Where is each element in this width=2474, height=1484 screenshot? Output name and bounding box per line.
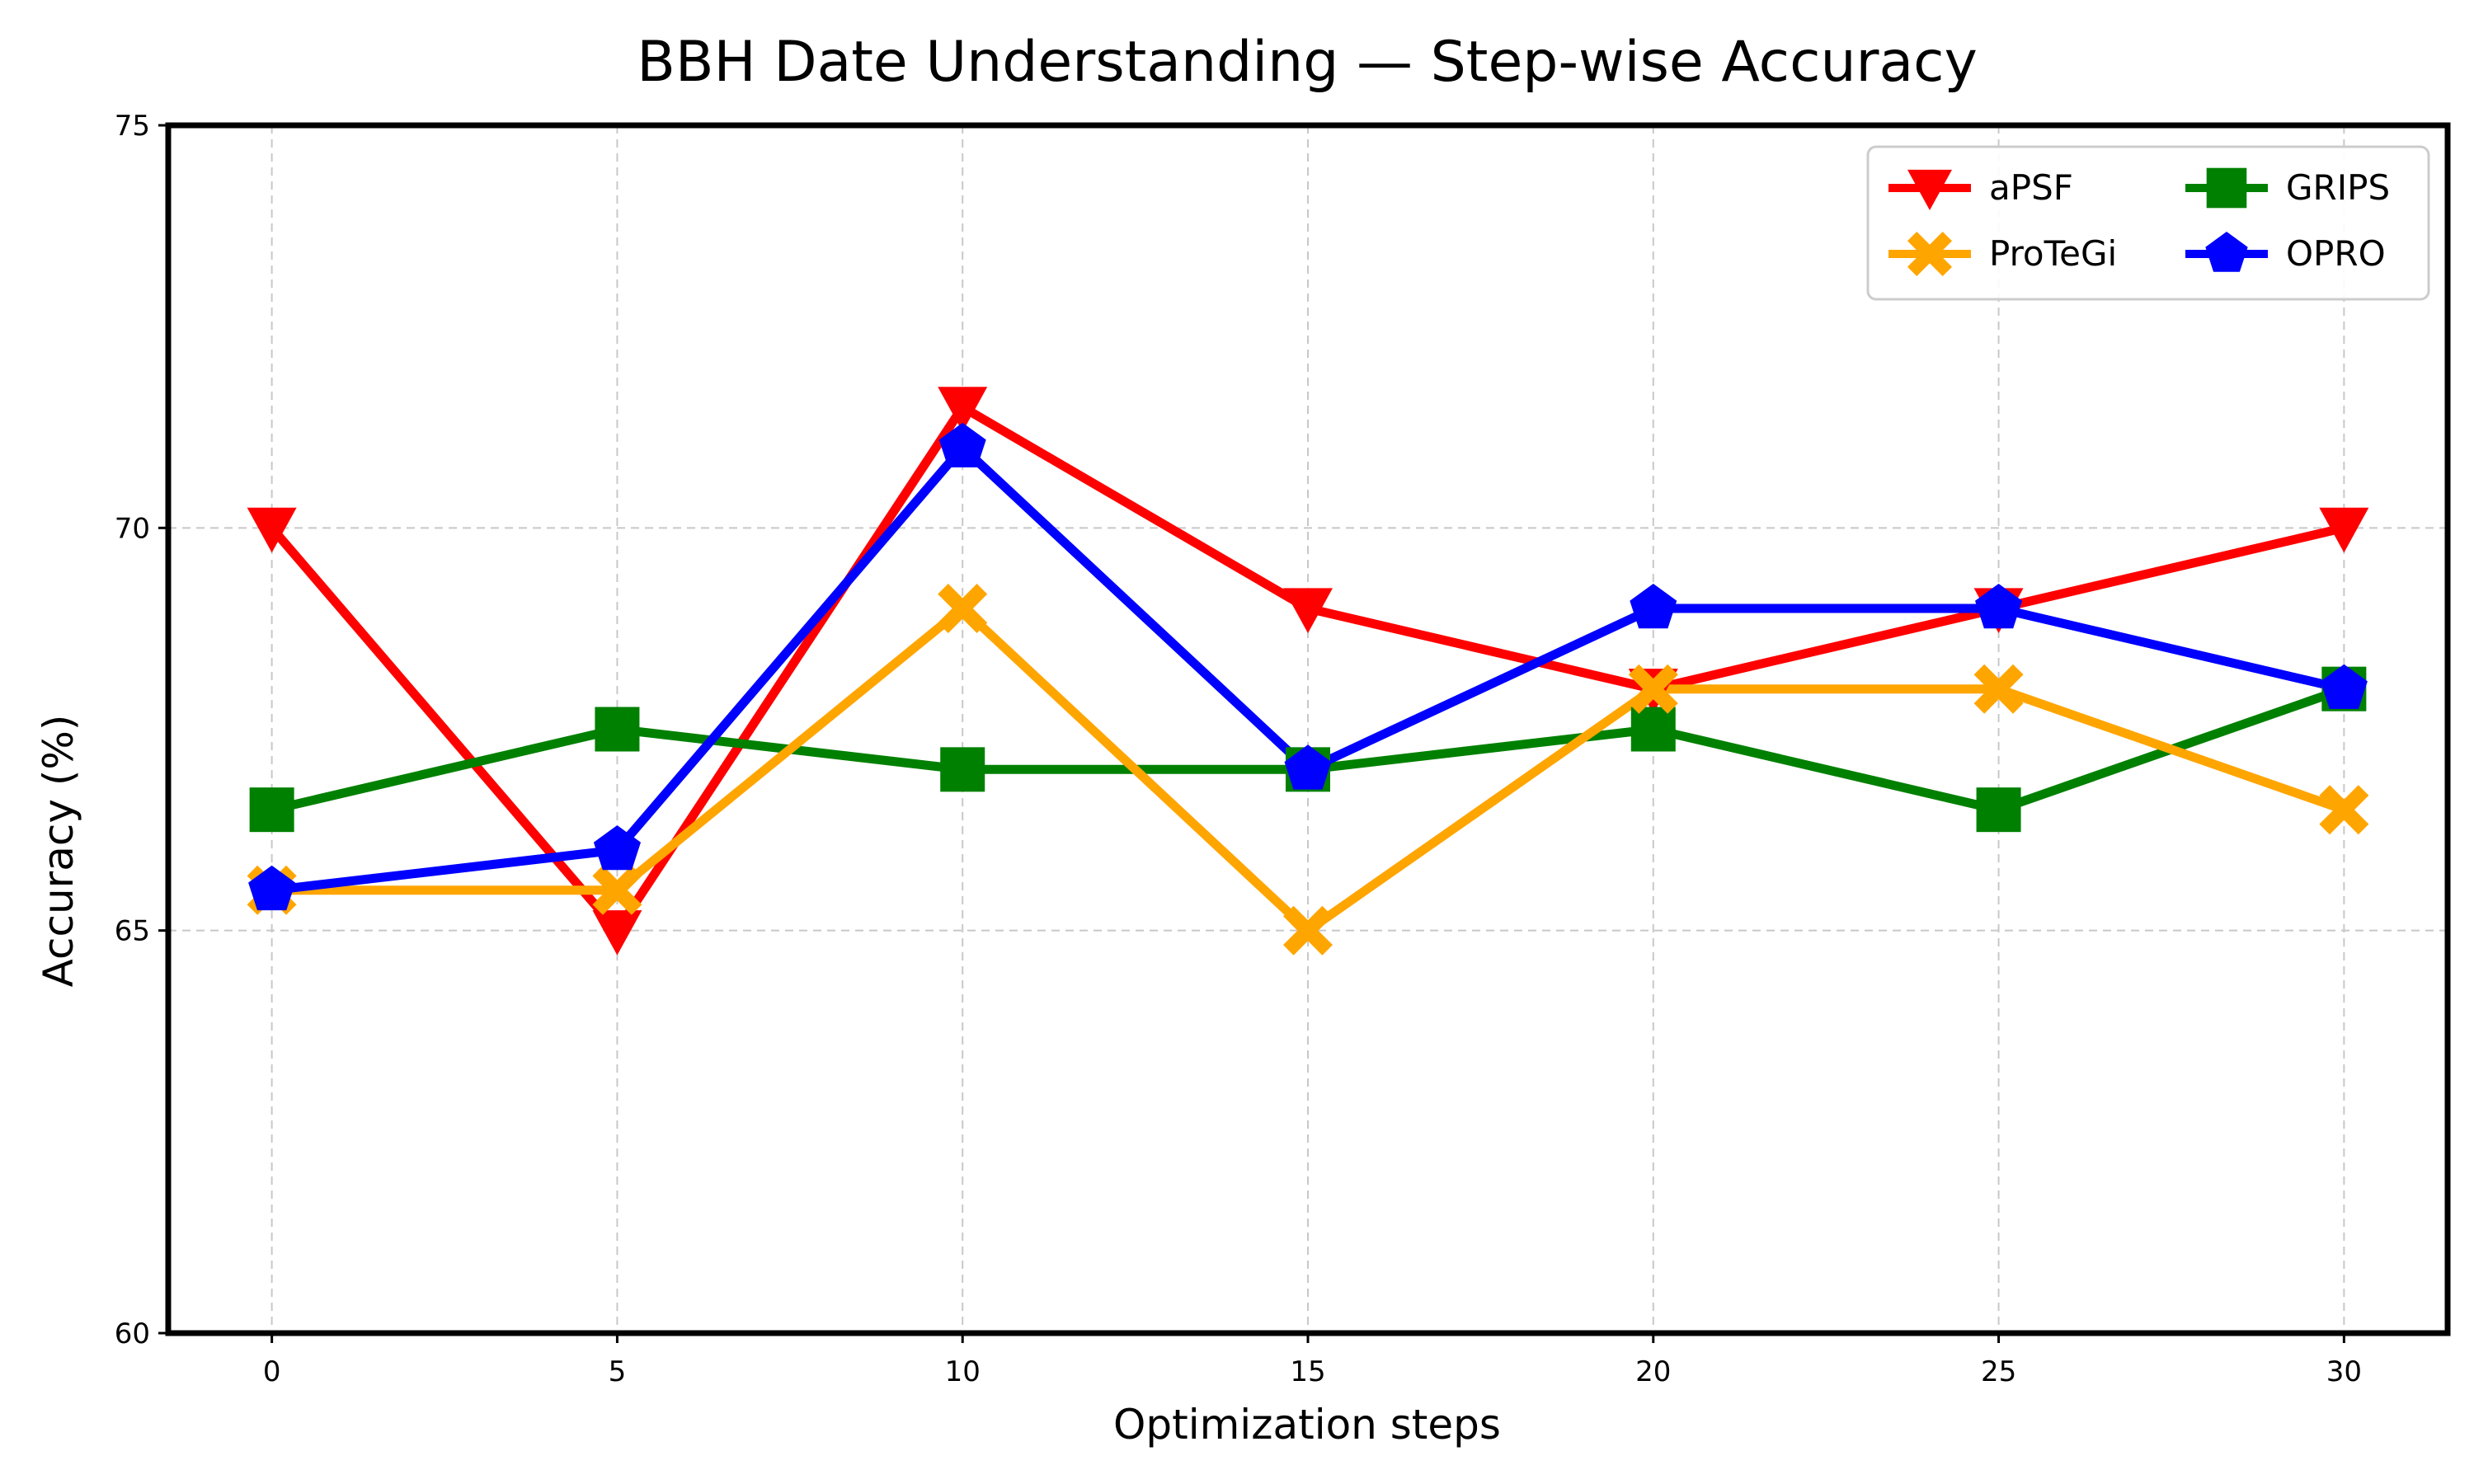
y-tick-label: 65 bbox=[115, 915, 150, 948]
x-tick-label: 5 bbox=[609, 1355, 627, 1388]
series-markers bbox=[247, 387, 2369, 956]
x-tick-label: 30 bbox=[2326, 1355, 2362, 1388]
legend-label-protegi: ProTeGi bbox=[1989, 233, 2117, 274]
legend-label-opro: OPRO bbox=[2286, 233, 2386, 274]
data-point-apsf bbox=[2319, 507, 2369, 553]
y-tick-label: 75 bbox=[115, 110, 150, 143]
data-point-protegi bbox=[1973, 664, 2024, 714]
y-tick-label: 70 bbox=[115, 512, 150, 545]
y-axis-ticks: 60 65 70 75 bbox=[115, 110, 168, 1350]
legend-marker-apsf bbox=[1907, 169, 1952, 210]
legend-box bbox=[1866, 145, 2430, 301]
y-tick-label: 60 bbox=[115, 1317, 150, 1350]
data-point-opro bbox=[593, 825, 641, 871]
legend: aPSF ProTeGi GRIPS OPRO bbox=[1866, 145, 2430, 301]
data-point-protegi bbox=[938, 584, 988, 633]
x-tick-label: 25 bbox=[1981, 1355, 2016, 1388]
data-point-protegi bbox=[2319, 785, 2369, 835]
legend-marker-opro bbox=[2205, 232, 2248, 272]
data-point-apsf bbox=[247, 507, 297, 553]
x-axis-ticks: 0 5 10 15 20 25 30 bbox=[263, 1333, 2362, 1388]
series-lines bbox=[267, 402, 2349, 936]
data-point-grips bbox=[249, 787, 294, 833]
data-point-grips bbox=[940, 747, 985, 792]
legend-label-apsf: aPSF bbox=[1989, 167, 2073, 208]
y-axis-label: Accuracy (%) bbox=[35, 715, 82, 988]
x-tick-label: 10 bbox=[945, 1355, 981, 1388]
chart-title: BBH Date Understanding — Step-wise Accur… bbox=[637, 30, 1978, 95]
x-tick-label: 15 bbox=[1290, 1355, 1325, 1388]
data-point-apsf bbox=[938, 387, 988, 432]
series-line-opro bbox=[267, 443, 2349, 895]
legend-marker-protegi bbox=[1907, 232, 1952, 276]
data-point-opro bbox=[1284, 744, 1332, 790]
x-axis-label: Optimization steps bbox=[1113, 1401, 1501, 1449]
data-point-apsf bbox=[592, 910, 642, 956]
x-tick-label: 0 bbox=[263, 1355, 281, 1388]
data-point-grips bbox=[1630, 707, 1676, 752]
data-point-opro bbox=[1630, 584, 1677, 629]
data-point-opro bbox=[2320, 664, 2368, 709]
data-point-opro bbox=[938, 422, 986, 467]
data-point-protegi bbox=[1283, 905, 1333, 956]
legend-marker-grips bbox=[2206, 167, 2247, 209]
data-point-opro bbox=[1975, 584, 2023, 629]
legend-label-grips: GRIPS bbox=[2286, 167, 2390, 208]
data-point-protegi bbox=[592, 865, 642, 915]
data-point-opro bbox=[248, 865, 296, 911]
data-point-protegi bbox=[1628, 664, 1678, 714]
x-tick-label: 20 bbox=[1635, 1355, 1671, 1388]
data-point-apsf bbox=[1283, 588, 1333, 633]
data-point-grips bbox=[595, 707, 640, 752]
data-point-grips bbox=[1976, 787, 2021, 833]
